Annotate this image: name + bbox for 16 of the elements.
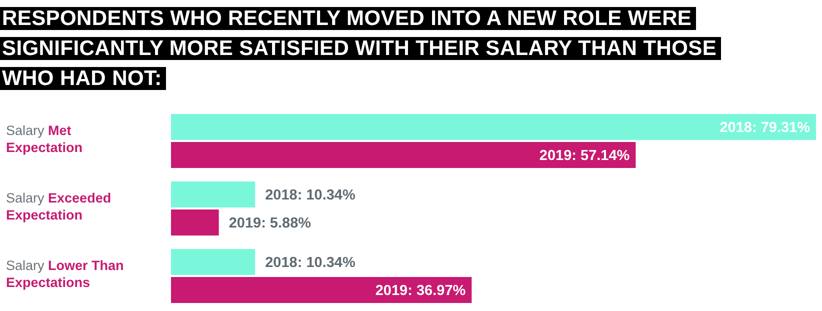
bar [171,114,816,140]
bar [171,210,219,236]
bar [171,182,256,208]
data-label: 2019: 5.88% [228,216,312,232]
y-tick-label: Salary Lower Than Expectations [6,258,124,290]
y-tick-label: Salary Exceeded Expectation [6,190,112,222]
bar [171,142,636,168]
bar [171,277,472,303]
data-label: 2019: 36.97% [375,283,466,299]
data-label: 2019: 57.14% [539,148,630,164]
data-label: 2018: 10.34% [265,188,356,204]
data-label: 2018: 10.34% [265,255,356,271]
data-label: 2018: 79.31% [720,120,810,136]
y-tick-label: Salary Met Expectation [6,123,83,155]
bar [171,249,256,275]
chart-title: RESPONDENTS WHO RECENTLY MOVED INTO A NEW ROLE WERE SIGNIFICANTLY MORE SATISFIED WITH THEIR SALARY THAN THOSE WHO HAD NOT: [0,7,721,90]
